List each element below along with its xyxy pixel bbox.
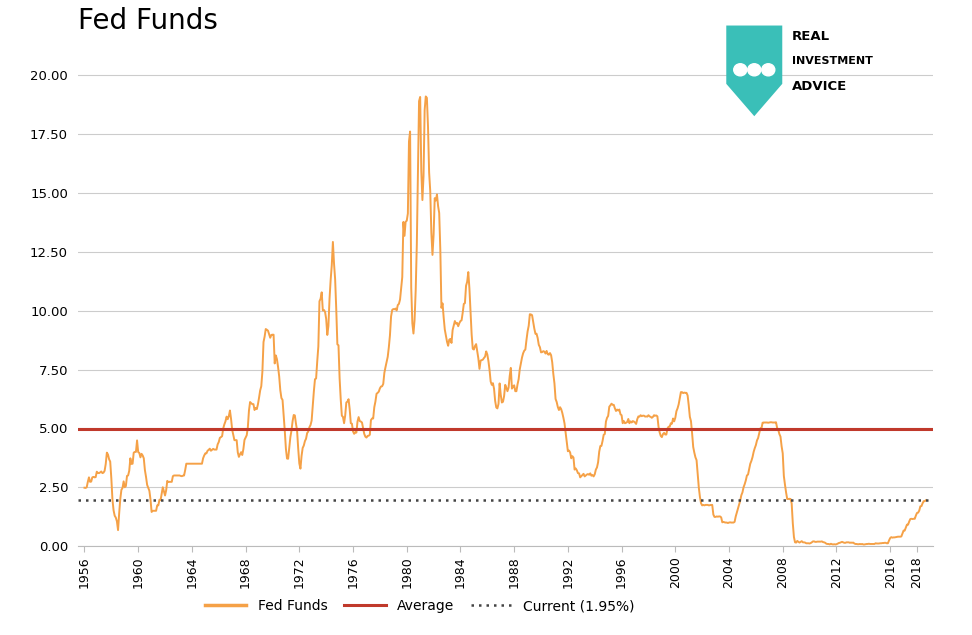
Circle shape bbox=[747, 64, 761, 76]
Text: Fed Funds: Fed Funds bbox=[78, 6, 218, 34]
Text: ADVICE: ADVICE bbox=[791, 79, 847, 93]
Legend: Fed Funds, Average, Current (1.95%): Fed Funds, Average, Current (1.95%) bbox=[199, 594, 641, 618]
Circle shape bbox=[734, 64, 746, 76]
Text: INVESTMENT: INVESTMENT bbox=[791, 56, 873, 66]
Polygon shape bbox=[726, 25, 782, 116]
Text: REAL: REAL bbox=[791, 30, 830, 43]
Circle shape bbox=[762, 64, 775, 76]
